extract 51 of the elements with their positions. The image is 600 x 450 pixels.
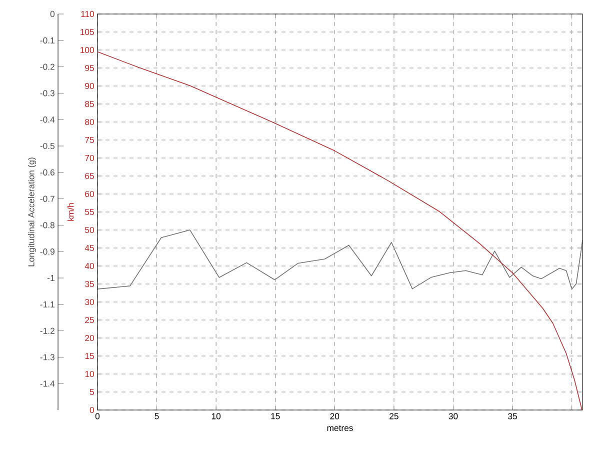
x-axis-title: metres bbox=[327, 425, 353, 432]
y-tick-label: 25 bbox=[85, 316, 94, 324]
y2-tick-label: -0.8 bbox=[40, 222, 54, 228]
y-tick-label: 85 bbox=[85, 100, 94, 108]
y-tick-label: 100 bbox=[80, 46, 94, 54]
y2-tick-label: -1.3 bbox=[40, 354, 54, 360]
y-tick-label: 5 bbox=[90, 388, 94, 396]
y-tick-label: 80 bbox=[85, 118, 94, 126]
line-series bbox=[97, 230, 582, 290]
y2-tick-label: -1.4 bbox=[40, 380, 55, 387]
y-tick-label: 65 bbox=[85, 172, 94, 180]
x-tick-label: 25 bbox=[390, 413, 398, 420]
y2-tick-label: -0.2 bbox=[40, 64, 54, 70]
y-axis-title: km/h bbox=[67, 203, 74, 221]
y-tick-label: 50 bbox=[85, 226, 94, 234]
y-tick-label: 35 bbox=[85, 280, 94, 288]
y2-tick-label: -1.2 bbox=[40, 328, 54, 334]
x-tick-label: 35 bbox=[508, 413, 517, 420]
y2-tick-label: -0.6 bbox=[40, 169, 54, 176]
y-tick-label: 10 bbox=[85, 370, 94, 378]
y-tick-label: 20 bbox=[85, 334, 94, 342]
y-tick-label: 75 bbox=[85, 136, 94, 144]
line-series bbox=[97, 51, 582, 410]
y2-tick-label: -0.9 bbox=[40, 248, 54, 255]
y2-tick-label: -0.5 bbox=[40, 142, 55, 150]
y-tick-label: 110 bbox=[81, 10, 94, 18]
y2-tick-label: -0.4 bbox=[40, 116, 55, 123]
y-tick-label: 95 bbox=[85, 64, 94, 72]
x-tick-label: 30 bbox=[448, 413, 458, 420]
y-tick-label: 55 bbox=[85, 208, 94, 216]
y2-tick-label: -0.7 bbox=[40, 196, 54, 202]
x-tick-label: 0 bbox=[95, 413, 100, 420]
y2-tick-label: 0 bbox=[50, 10, 55, 18]
y-tick-label: 45 bbox=[84, 244, 94, 252]
x-tick-label: 10 bbox=[212, 413, 221, 420]
x-tick-label: 20 bbox=[330, 413, 340, 420]
y-tick-label: 105 bbox=[80, 28, 94, 36]
y2-axis-title: Longitudinal Acceleration (g) bbox=[28, 158, 36, 266]
y2-tick-label: -0.1 bbox=[40, 37, 54, 44]
y2-tick-label: -0.3 bbox=[40, 90, 54, 96]
y-tick-label: 15 bbox=[85, 352, 94, 360]
y2-tick-label: -1 bbox=[48, 275, 54, 281]
x-tick-label: 5 bbox=[154, 413, 159, 420]
y-tick-label: 70 bbox=[85, 154, 94, 162]
y2-tick-label: -1.1 bbox=[40, 301, 54, 308]
y-tick-label: 90 bbox=[85, 82, 94, 90]
y-tick-label: 60 bbox=[85, 190, 94, 198]
y-tick-label: 40 bbox=[84, 262, 94, 270]
x-tick-label: 15 bbox=[271, 413, 280, 420]
y-tick-label: 30 bbox=[85, 298, 94, 306]
y-tick-label: 0 bbox=[90, 406, 94, 414]
